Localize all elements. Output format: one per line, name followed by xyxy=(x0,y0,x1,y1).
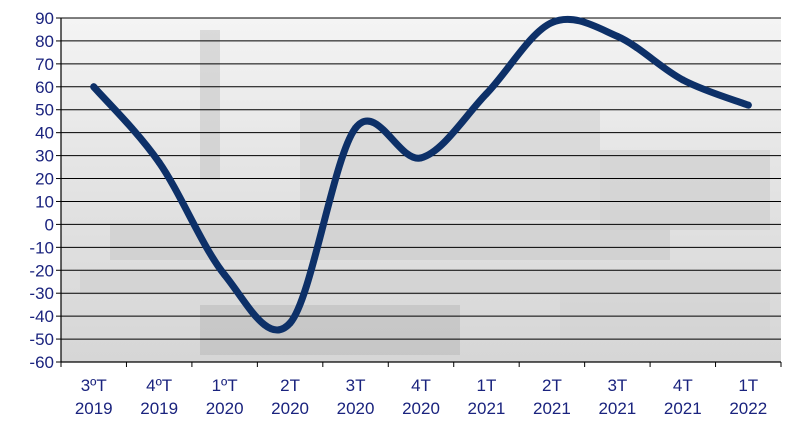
y-tick-label: 80 xyxy=(35,32,54,51)
x-tick-label: 4T 2021 xyxy=(664,376,702,418)
background-photo xyxy=(61,18,781,362)
y-tick-label: 0 xyxy=(45,215,54,234)
x-tick-label: 1T 2022 xyxy=(729,376,767,418)
x-tick-label: 3ºT 2019 xyxy=(75,376,113,418)
data-point xyxy=(548,19,556,27)
data-point xyxy=(352,124,360,132)
y-tick-label: 60 xyxy=(35,78,54,97)
y-tick-label: 90 xyxy=(35,9,54,28)
data-point xyxy=(482,90,490,98)
x-tick-label: 4T 2020 xyxy=(402,376,440,418)
axes xyxy=(56,17,782,367)
x-tick-label: 4ºT 2019 xyxy=(140,376,178,418)
y-tick-label: -30 xyxy=(29,284,54,303)
x-tick-label: 2T 2021 xyxy=(533,376,571,418)
y-tick-label: -40 xyxy=(29,307,54,326)
data-point xyxy=(744,101,752,109)
y-tick-label: -20 xyxy=(29,261,54,280)
x-tick-label: 2T 2020 xyxy=(271,376,309,418)
x-tick-labels: 3ºT 2019 4ºT 2019 1ºT 2020 2T 2020 3T 2020 4T 2020 1… xyxy=(75,376,767,418)
x-tick-label: 3T 2021 xyxy=(598,376,636,418)
data-point xyxy=(90,83,98,91)
y-tick-labels: 90 80 70 60 50 40 30 20 10 0 -10 -20 -30 -40 -50 -60 xyxy=(29,9,54,372)
data-point xyxy=(155,158,163,166)
y-tick-label: -60 xyxy=(29,353,54,372)
y-tick-label: 40 xyxy=(35,124,54,143)
x-tick-label: 1T 2021 xyxy=(468,376,506,418)
background-shape xyxy=(300,110,600,220)
y-tick-label: 30 xyxy=(35,147,54,166)
y-tick-label: 20 xyxy=(35,170,54,189)
y-tick-label: -10 xyxy=(29,238,54,257)
data-point xyxy=(679,76,687,84)
background-shape xyxy=(560,280,770,340)
x-tick-label: 1ºT 2020 xyxy=(206,376,244,418)
background-shape xyxy=(200,30,220,180)
data-point xyxy=(221,271,229,279)
y-tick-label: 70 xyxy=(35,55,54,74)
data-point xyxy=(417,154,425,162)
y-tick-label: 50 xyxy=(35,101,54,120)
y-tick-label: -50 xyxy=(29,330,54,349)
background-shape xyxy=(200,305,460,355)
y-tick-label: 10 xyxy=(35,192,54,211)
data-point xyxy=(613,32,621,40)
series-lines xyxy=(90,15,752,334)
background-shape xyxy=(600,150,770,230)
data-point xyxy=(286,319,294,327)
x-tick-label: 3T 2020 xyxy=(337,376,375,418)
